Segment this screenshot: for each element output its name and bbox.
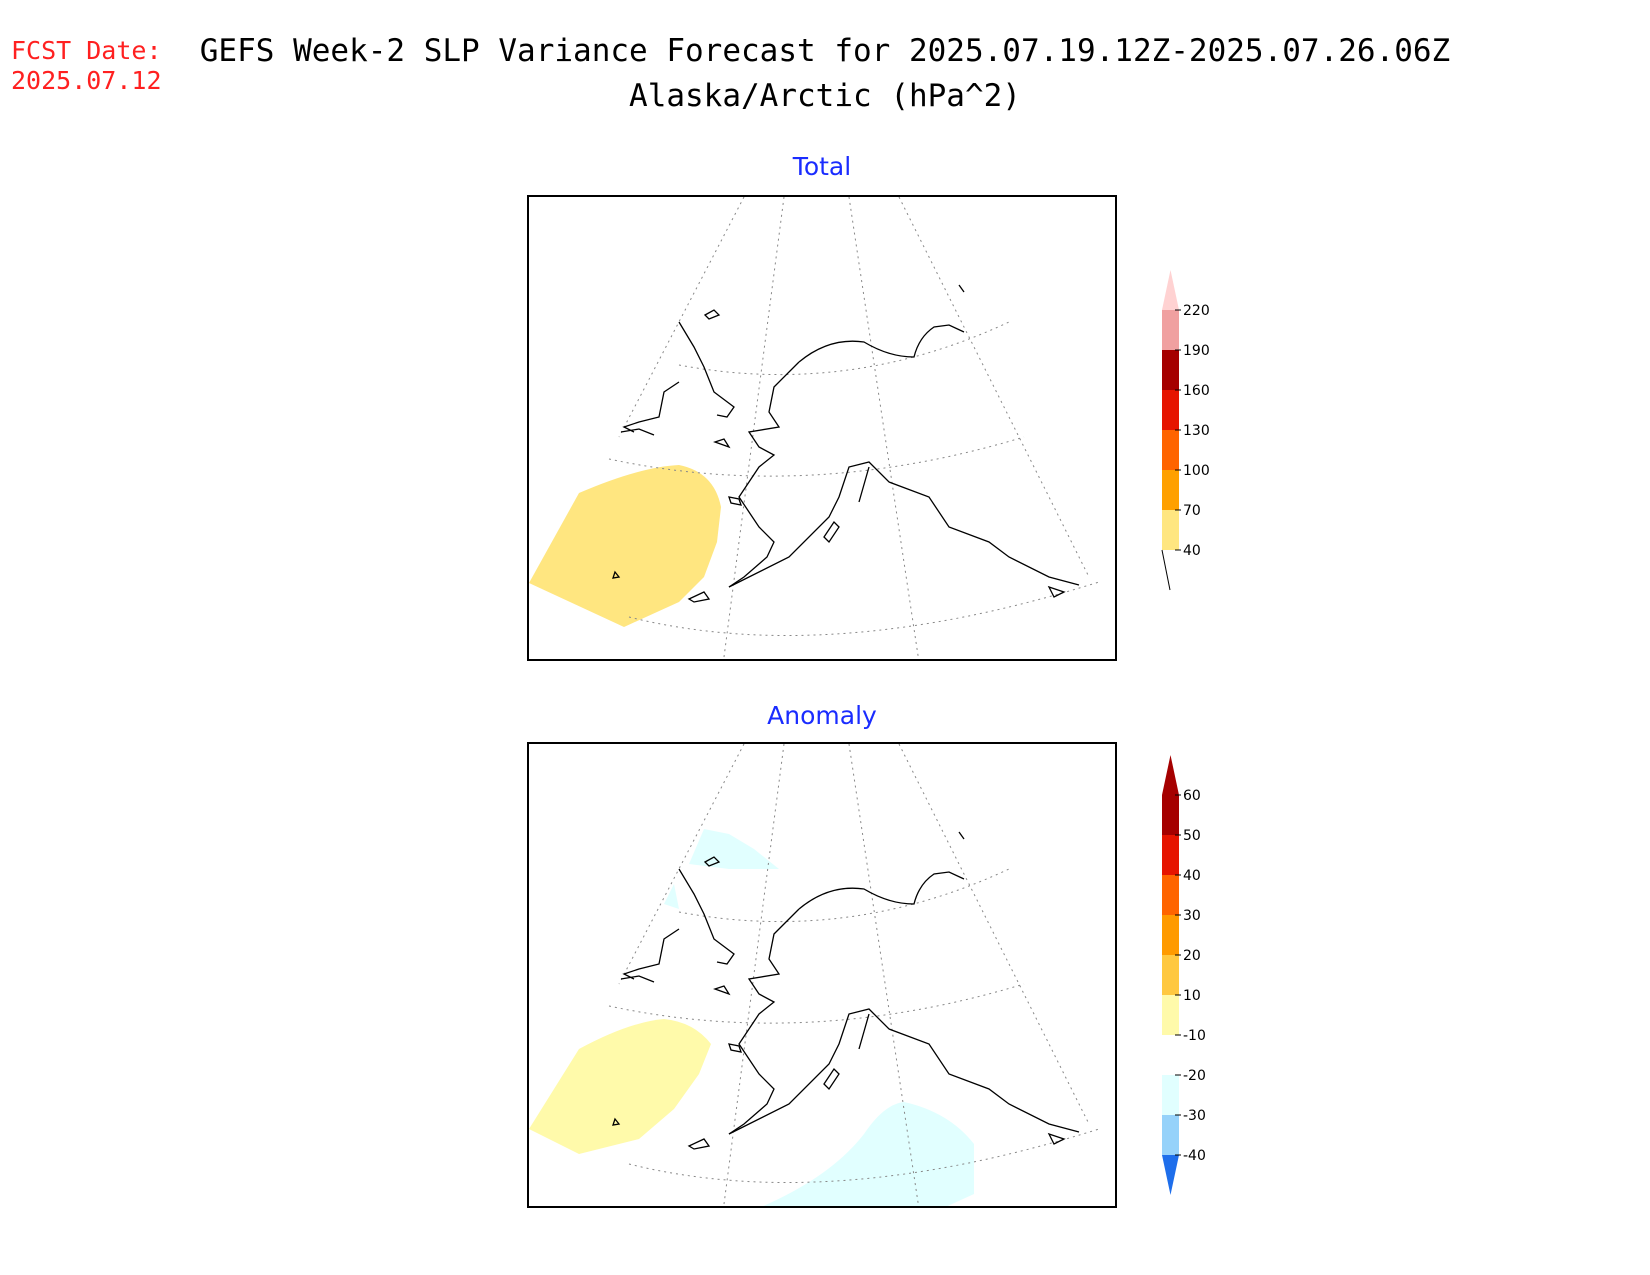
colorbar-label: 70 — [1183, 503, 1201, 519]
fcst-date-label: FCST Date: — [11, 36, 162, 65]
colorbar-label: -40 — [1183, 1148, 1206, 1164]
colorbar-label: -30 — [1183, 1108, 1206, 1124]
total-map — [529, 197, 1100, 659]
colorbar-label: 40 — [1183, 543, 1201, 559]
total-map-panel — [527, 195, 1117, 661]
colorbar-box — [1162, 1115, 1179, 1155]
colorbar-box — [1162, 995, 1179, 1035]
colorbar-box — [1162, 955, 1179, 995]
colorbar-label: 100 — [1183, 463, 1210, 479]
fcst-date-value: 2025.07.12 — [11, 66, 162, 95]
colorbar-label: 160 — [1183, 383, 1210, 399]
colorbar-label: 130 — [1183, 423, 1210, 439]
colorbar-box — [1162, 510, 1179, 550]
anomaly-map-panel — [527, 742, 1117, 1208]
colorbar-box — [1162, 310, 1179, 350]
anomaly-map — [529, 744, 1100, 1206]
anomaly-panel-title: Anomaly — [767, 701, 877, 730]
graticule — [608, 197, 1100, 659]
shading-small-neg10-20 — [664, 884, 679, 909]
colorbar-box — [1162, 390, 1179, 430]
colorbar-label: 60 — [1183, 788, 1201, 804]
colorbar-triangle-top — [1162, 755, 1179, 795]
coastlines — [612, 831, 1080, 1150]
colorbar-label: 30 — [1183, 908, 1201, 924]
colorbar-box — [1162, 875, 1179, 915]
colorbar-tail-bottom — [1161, 549, 1171, 591]
colorbar-label: 190 — [1183, 343, 1210, 359]
colorbar-box — [1162, 835, 1179, 875]
colorbar-box — [1162, 430, 1179, 470]
shading-bering-10-20 — [529, 1019, 711, 1154]
colorbar-triangle-top — [1162, 270, 1179, 310]
shading-gulf-neg10-20 — [763, 1102, 974, 1206]
colorbar-label: 50 — [1183, 828, 1201, 844]
colorbar-label: 10 — [1183, 988, 1201, 1004]
colorbar-box — [1162, 795, 1179, 835]
colorbar-box — [1162, 470, 1179, 510]
colorbar-box — [1162, 915, 1179, 955]
graticule — [608, 744, 1100, 1206]
shading-arctic-neg10-20 — [689, 829, 779, 869]
colorbar-box — [1162, 1035, 1179, 1075]
colorbar-label: -20 — [1183, 1068, 1206, 1084]
colorbar-triangle-bottom — [1162, 1155, 1179, 1195]
coastlines — [612, 284, 1080, 603]
shading-bering-40-70 — [529, 465, 721, 627]
main-title: GEFS Week-2 SLP Variance Forecast for 20… — [199, 33, 1451, 69]
fcst-date-block: FCST Date: 2025.07.12 — [11, 36, 162, 96]
colorbar-box — [1162, 350, 1179, 390]
anomaly-colorbar: 60 50 40 30 20 10 -10 -20 -30 -40 — [1162, 755, 1206, 1195]
total-colorbar: 40 70 100 130 160 190 220 — [1161, 270, 1210, 591]
colorbar-box — [1162, 1075, 1179, 1115]
colorbar-label: -10 — [1183, 1028, 1206, 1044]
colorbar-label: 40 — [1183, 868, 1201, 884]
colorbar-label: 220 — [1183, 303, 1210, 319]
total-panel-title: Total — [792, 152, 852, 181]
sub-title: Alaska/Arctic (hPa^2) — [629, 78, 1021, 114]
colorbar-label: 20 — [1183, 948, 1201, 964]
